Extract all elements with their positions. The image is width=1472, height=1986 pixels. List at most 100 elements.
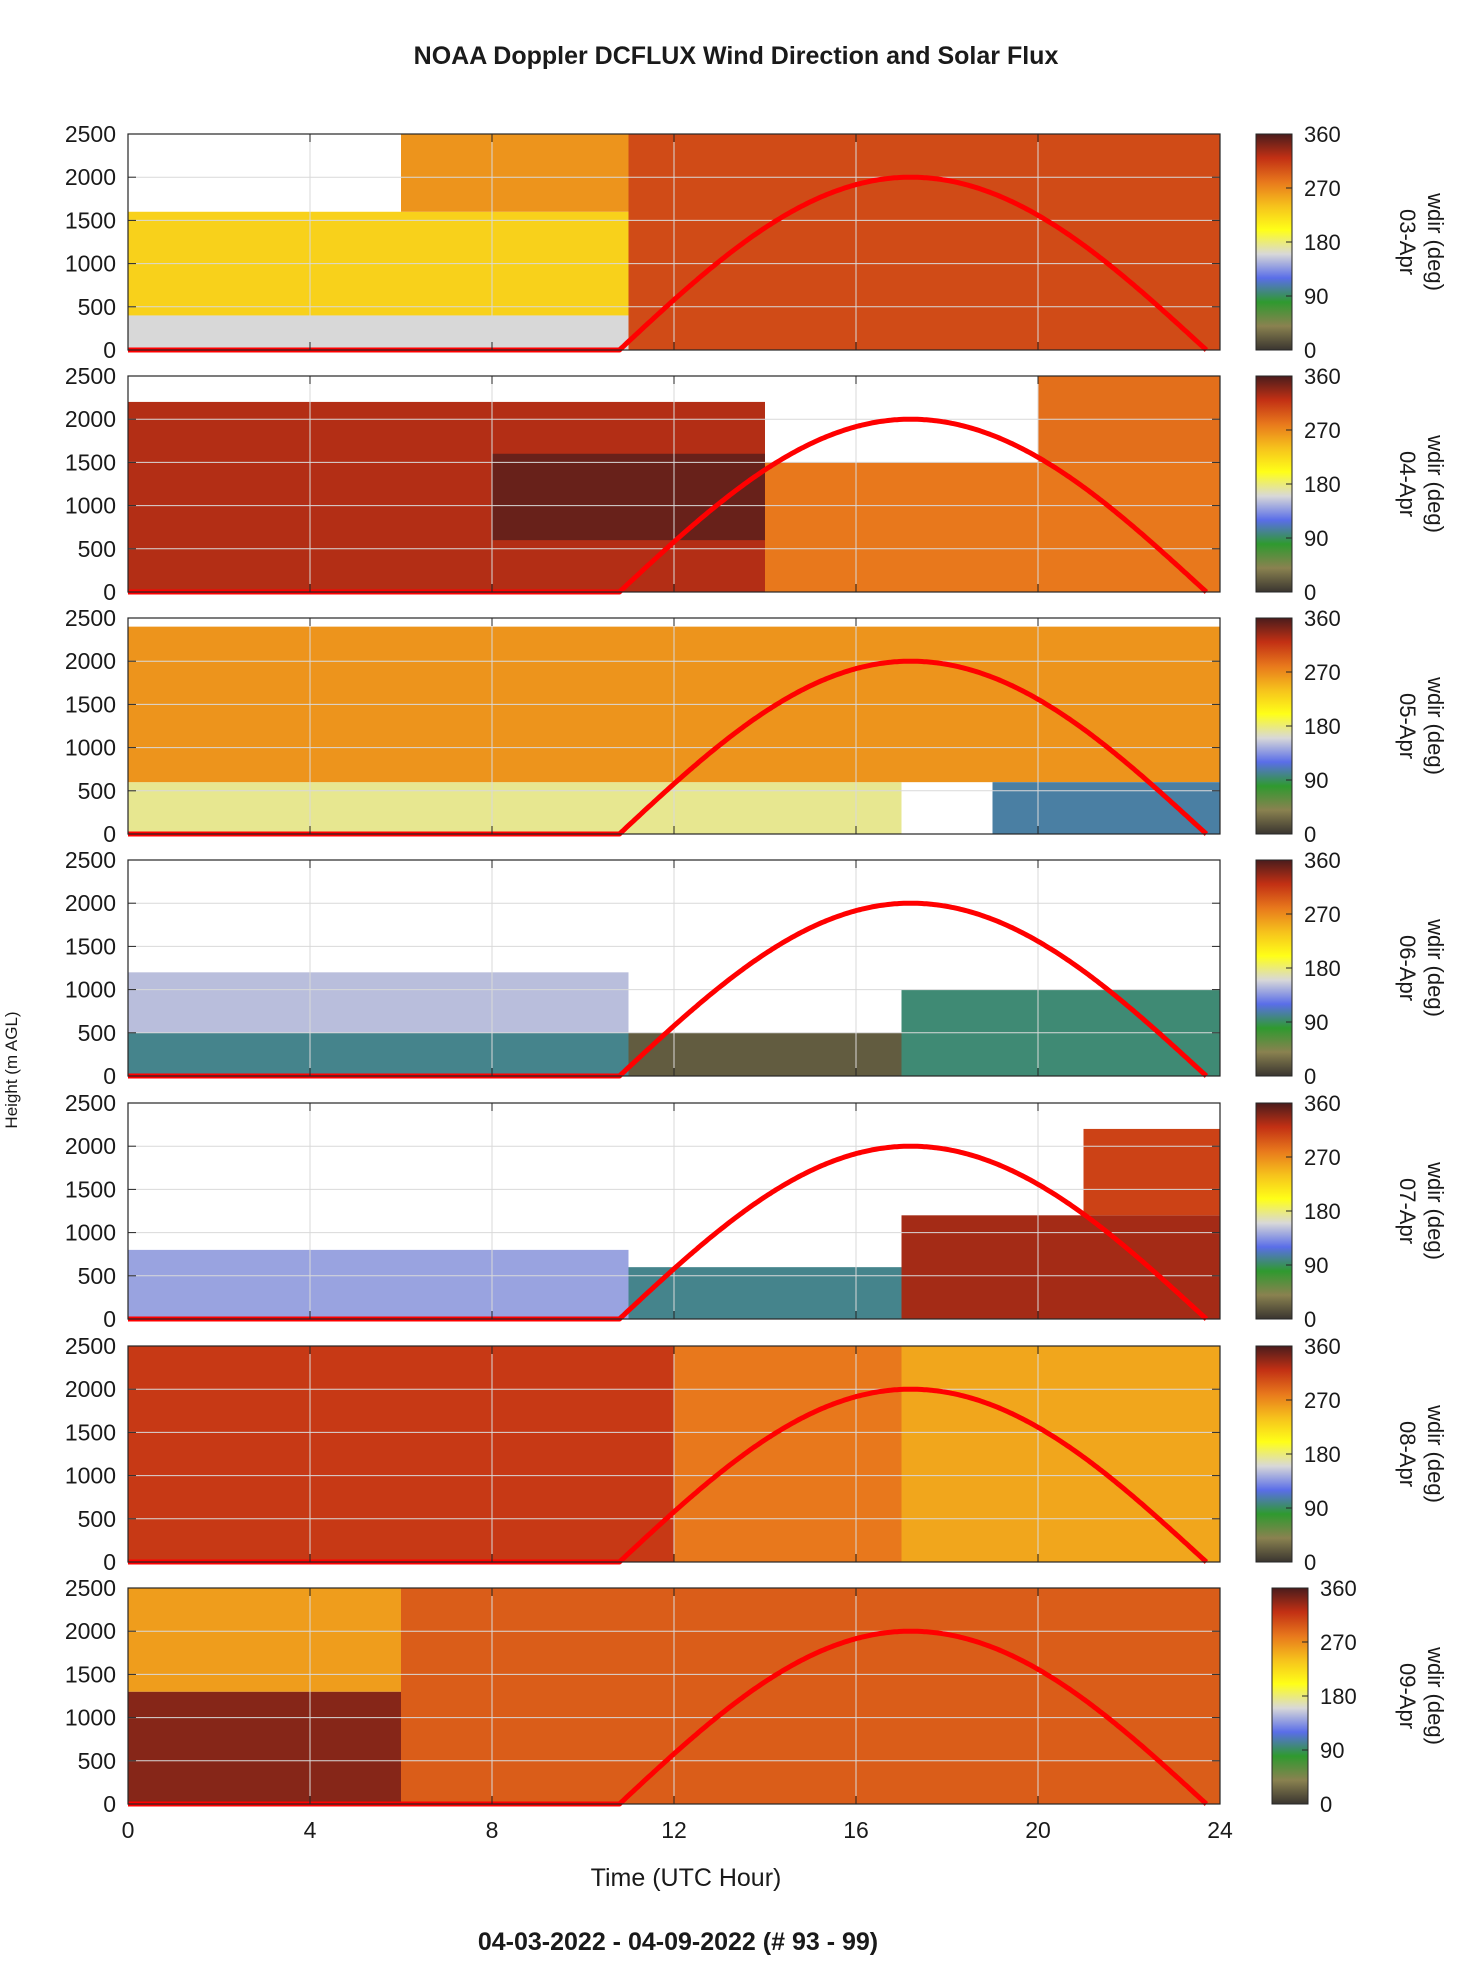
heatmap-cell (128, 782, 902, 834)
colorbar-label: wdir (deg) (1423, 676, 1448, 775)
x-tick-label: 12 (661, 1817, 687, 1843)
colorbar-tick-label: 180 (1320, 1684, 1357, 1709)
colorbar-tick-label: 270 (1304, 1388, 1341, 1413)
colorbar-tick-label: 0 (1304, 1307, 1316, 1332)
colorbar-tick-label: 0 (1304, 580, 1316, 605)
colorbar-tick-label: 270 (1304, 902, 1341, 927)
colorbar-tick-label: 270 (1304, 418, 1341, 443)
y-tick-label: 0 (103, 1791, 116, 1817)
colorbar-tick-label: 90 (1304, 1496, 1328, 1521)
colorbar-tick-label: 0 (1304, 1064, 1316, 1089)
colorbar-tick-label: 0 (1320, 1792, 1332, 1817)
y-tick-label: 0 (103, 821, 116, 847)
y-tick-label: 2000 (65, 1376, 116, 1402)
y-tick-label: 2500 (65, 605, 116, 631)
y-tick-label: 0 (103, 1306, 116, 1332)
y-tick-label: 2000 (65, 648, 116, 674)
y-tick-label: 1000 (65, 1705, 116, 1731)
panel-04-Apr: 0 500 1000 1500 2000 2500 0 90 180 270 360 wdir (de… (65, 363, 1448, 605)
y-tick-label: 1000 (65, 735, 116, 761)
colorbar-label: wdir (deg) (1423, 918, 1448, 1017)
y-tick-label: 2500 (65, 1575, 116, 1601)
y-tick-label: 2500 (65, 1333, 116, 1359)
panel-03-Apr: 0 500 1000 1500 2000 2500 0 90 180 270 360 wdir (de… (65, 121, 1448, 363)
colorbar-tick-label: 0 (1304, 822, 1316, 847)
x-axis-label: Time (UTC Hour) (591, 1864, 782, 1892)
heatmap-cell (128, 1249, 629, 1319)
y-tick-label: 2500 (65, 1090, 116, 1116)
y-tick-label: 1500 (65, 1176, 116, 1202)
colorbar-tick-label: 90 (1304, 1010, 1328, 1035)
y-tick-label: 0 (103, 337, 116, 363)
y-tick-label: 500 (78, 1748, 116, 1774)
colorbar-tick-label: 360 (1304, 606, 1341, 631)
y-tick-label: 1500 (65, 207, 116, 233)
colorbar-tick-label: 90 (1304, 768, 1328, 793)
colorbar-tick-label: 90 (1304, 1253, 1328, 1278)
colorbar-tick-label: 360 (1320, 1576, 1357, 1601)
colorbar-tick-label: 180 (1304, 472, 1341, 497)
y-tick-label: 1000 (65, 1220, 116, 1246)
colorbar-tick-label: 180 (1304, 956, 1341, 981)
heatmap-cell (765, 462, 1220, 592)
y-tick-label: 2500 (65, 847, 116, 873)
colorbar-tick-label: 90 (1304, 284, 1328, 309)
heatmap-cell (128, 315, 629, 350)
panel-date-label: 03-Apr (1395, 209, 1420, 275)
colorbar-label: wdir (deg) (1423, 434, 1448, 533)
y-tick-label: 0 (103, 1549, 116, 1575)
y-tick-label: 1000 (65, 251, 116, 277)
heatmap-cell (128, 1691, 401, 1804)
y-tick-label: 500 (78, 536, 116, 562)
y-tick-label: 2000 (65, 890, 116, 916)
colorbar-label: wdir (deg) (1423, 1404, 1448, 1503)
colorbar (1255, 859, 1293, 1077)
y-tick-label: 1000 (65, 1463, 116, 1489)
heatmap-cell (401, 1588, 1220, 1804)
y-tick-label: 2500 (65, 121, 116, 147)
chart-title: NOAA Doppler DCFLUX Wind Direction and S… (414, 42, 1059, 70)
y-tick-label: 2000 (65, 1133, 116, 1159)
panel-05-Apr: 0 500 1000 1500 2000 2500 0 90 180 270 360 wdir (de… (65, 605, 1448, 847)
y-tick-label: 1500 (65, 449, 116, 475)
panel-date-label: 06-Apr (1395, 935, 1420, 1001)
colorbar-tick-label: 0 (1304, 338, 1316, 363)
heatmap-cell (901, 1215, 1220, 1319)
colorbar-label: wdir (deg) (1423, 192, 1448, 291)
heatmap-cell (128, 1346, 674, 1562)
colorbar-label: wdir (deg) (1423, 1161, 1448, 1260)
y-tick-label: 500 (78, 1506, 116, 1532)
colorbar-tick-label: 180 (1304, 714, 1341, 739)
x-tick-label: 20 (1025, 1817, 1051, 1843)
colorbar-tick-label: 270 (1304, 1145, 1341, 1170)
chart-footer: 04-03-2022 - 04-09-2022 (# 93 - 99) (478, 1928, 878, 1956)
colorbar-tick-label: 360 (1304, 1091, 1341, 1116)
colorbar-tick-label: 360 (1304, 364, 1341, 389)
heatmap-cell (628, 1032, 902, 1076)
x-tick-label: 0 (122, 1817, 135, 1843)
y-tick-label: 500 (78, 1263, 116, 1289)
colorbar-tick-label: 90 (1304, 526, 1328, 551)
y-tick-label: 1500 (65, 691, 116, 717)
x-tick-label: 24 (1207, 1817, 1233, 1843)
colorbar-tick-label: 270 (1320, 1630, 1357, 1655)
panel-date-label: 09-Apr (1395, 1663, 1420, 1729)
heatmap-cell (401, 134, 629, 212)
heatmap-cell (992, 782, 1220, 834)
y-tick-label: 0 (103, 579, 116, 605)
heatmap-cell (628, 134, 1220, 350)
colorbar-tick-label: 270 (1304, 660, 1341, 685)
heatmap-cell (674, 1346, 902, 1562)
panel-date-label: 04-Apr (1395, 451, 1420, 517)
y-tick-label: 2500 (65, 363, 116, 389)
colorbar-tick-label: 360 (1304, 848, 1341, 873)
colorbar-tick-label: 0 (1304, 1550, 1316, 1575)
panel-date-label: 08-Apr (1395, 1421, 1420, 1487)
y-tick-label: 1500 (65, 1419, 116, 1445)
heatmap-cell (128, 1032, 629, 1076)
x-tick-label: 8 (486, 1817, 499, 1843)
colorbar-tick-label: 90 (1320, 1738, 1344, 1763)
y-tick-label: 2000 (65, 1618, 116, 1644)
